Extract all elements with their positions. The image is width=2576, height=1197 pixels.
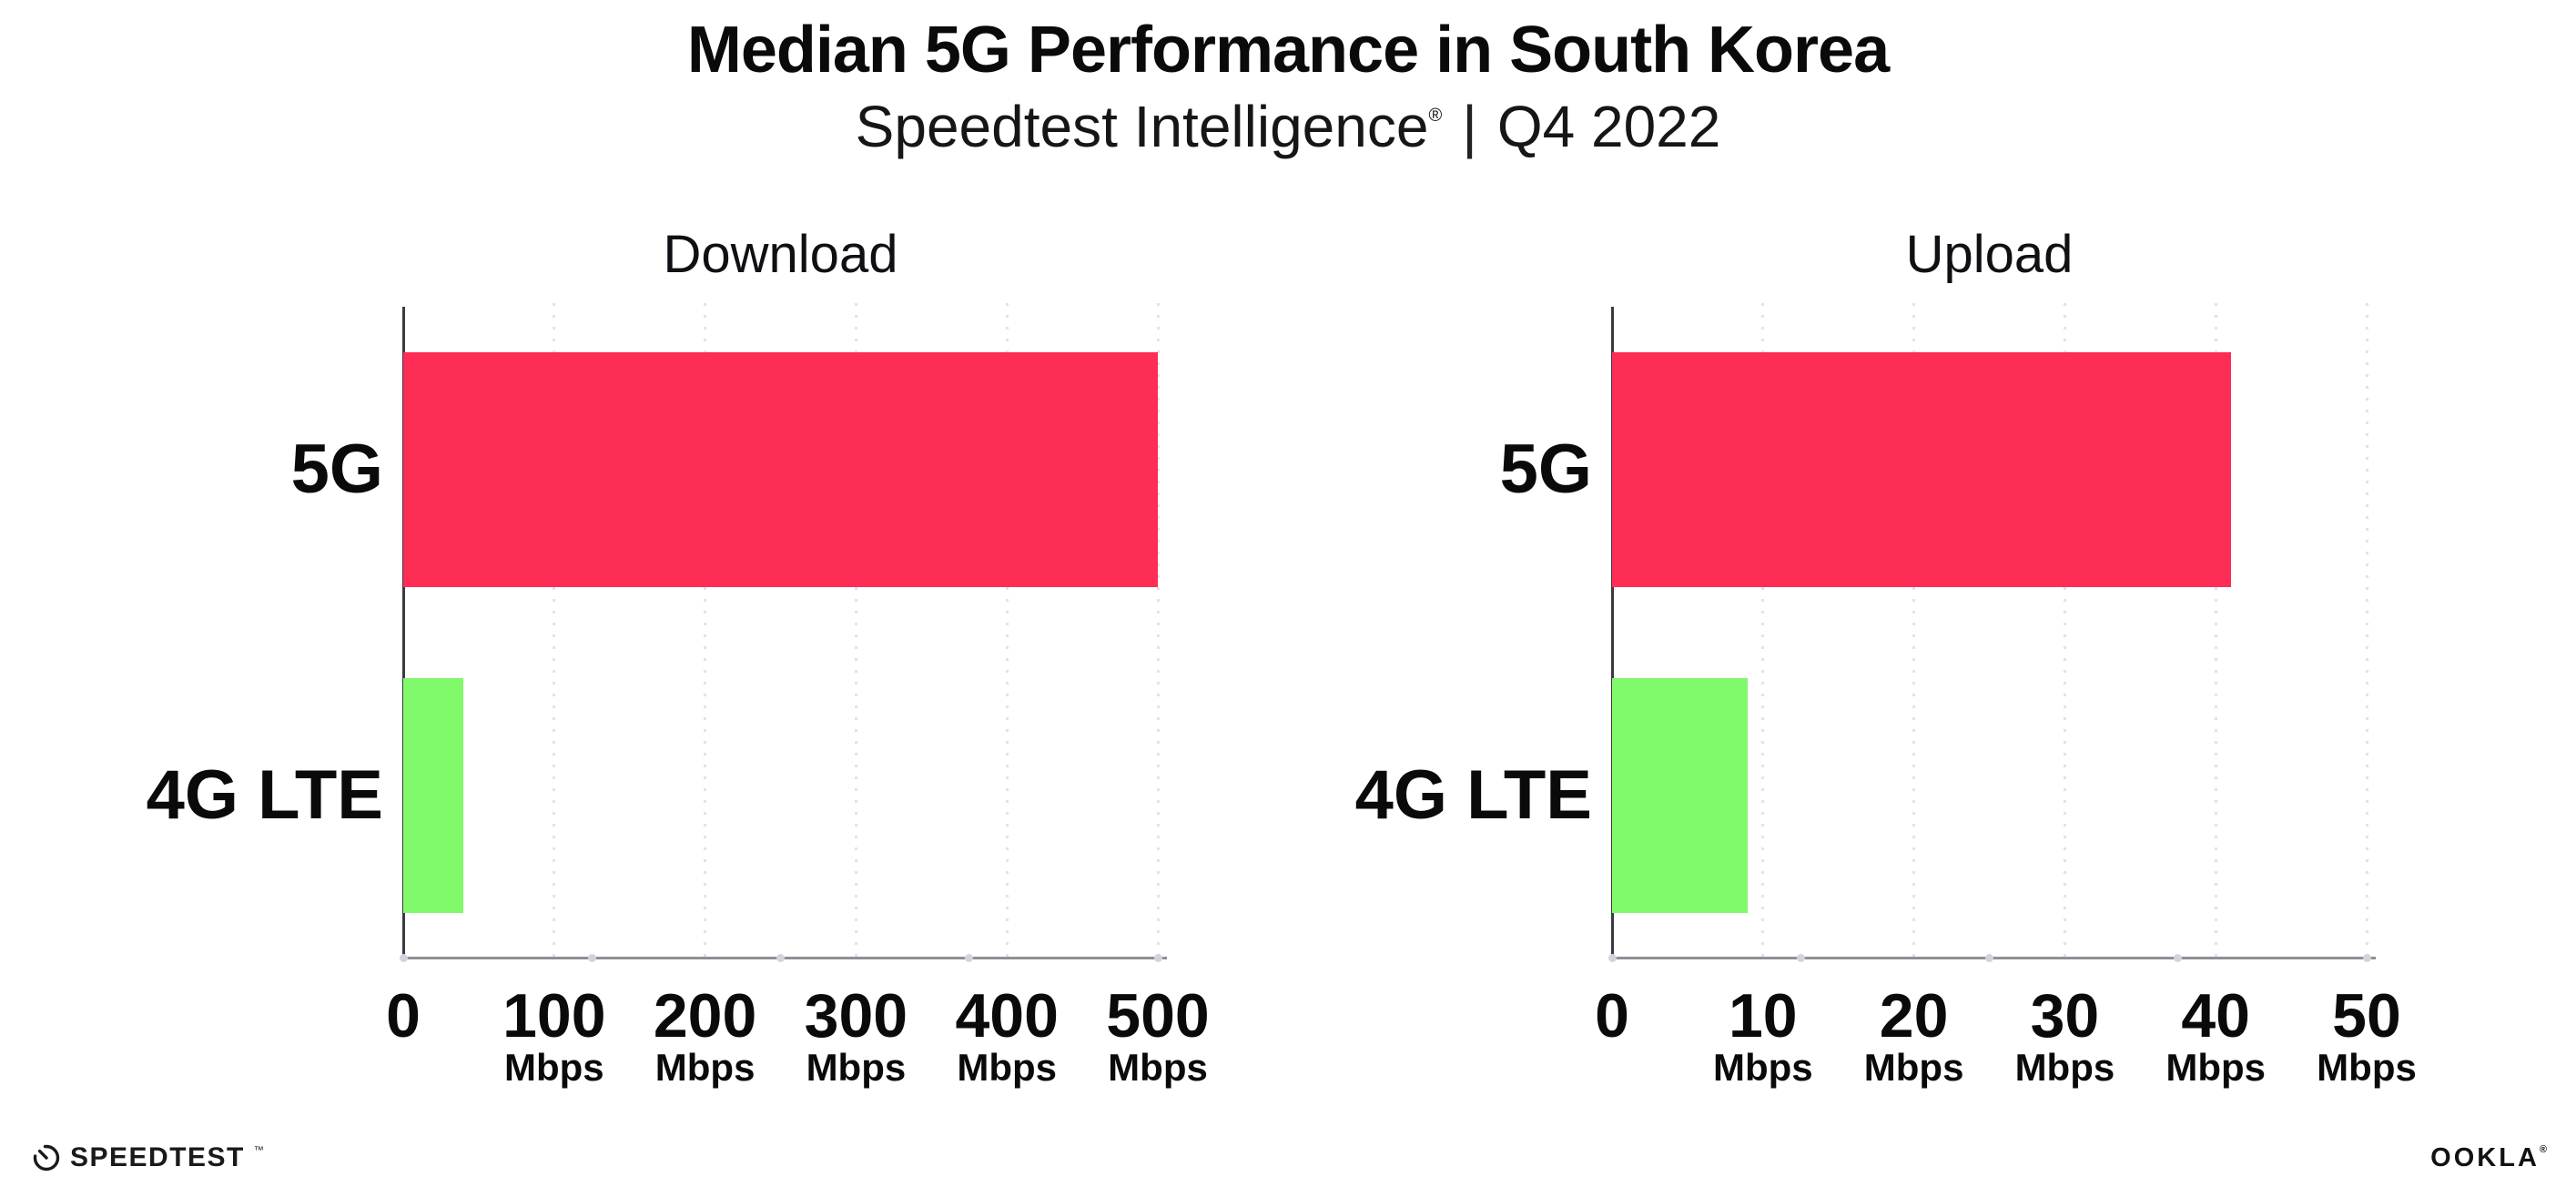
upload-y-axis-line (1611, 307, 1614, 959)
ookla-registered-mark: ® (2539, 1144, 2547, 1156)
download-category-label: 4G LTE (146, 756, 383, 834)
registered-mark: ® (1428, 105, 1443, 126)
page-subtitle: Speedtest Intelligence® | Q4 2022 (0, 93, 2576, 160)
download-grid-line (1156, 303, 1160, 958)
download-y-axis-line (402, 307, 405, 959)
upload-grid-line (2365, 303, 2368, 958)
download-x-tick-unit: Mbps (1108, 1046, 1208, 1089)
download-axis-dot (1153, 954, 1162, 962)
upload-axis-dot (1607, 954, 1617, 962)
upload-grid-line (2214, 303, 2217, 958)
upload-axis-dot (1985, 954, 1993, 962)
speedtest-logo: SPEEDTEST ™ (32, 1140, 264, 1176)
download-axis-dot (965, 954, 974, 962)
download-x-tick-label: 0 (386, 981, 421, 1050)
speedtest-wordmark: SPEEDTEST (70, 1142, 245, 1172)
download-bar-4g-lte (403, 678, 464, 913)
download-grid-line (704, 303, 707, 958)
download-chart-title: Download (663, 225, 898, 284)
download-x-tick-unit: Mbps (503, 1046, 604, 1089)
upload-category-label: 5G (1499, 431, 1592, 508)
download-x-tick-label: 200 (653, 981, 757, 1050)
download-axis-dot (776, 954, 785, 962)
ookla-wordmark: OOKLA (2430, 1143, 2540, 1172)
upload-x-tick-unit: Mbps (2165, 1046, 2267, 1089)
download-grid-line (1005, 303, 1009, 958)
trademark-mark: ™ (253, 1145, 264, 1156)
upload-axis-dot (2362, 954, 2371, 962)
upload-x-tick-label: 0 (1595, 981, 1629, 1050)
upload-category-label: 4G LTE (1354, 756, 1592, 834)
download-x-tick-label: 300 (804, 981, 908, 1050)
upload-axis-dot (2174, 954, 2183, 962)
upload-x-tick-label: 20 (1879, 981, 1949, 1050)
upload-x-tick-unit: Mbps (1863, 1046, 1964, 1089)
download-axis-dot (399, 954, 408, 962)
subtitle-period: Q4 2022 (1496, 94, 1721, 159)
upload-x-tick-label: 30 (2030, 981, 2100, 1050)
upload-x-tick-label: 10 (1728, 981, 1798, 1050)
speedtest-gauge-icon (33, 1144, 60, 1172)
download-x-tick-unit: Mbps (957, 1046, 1058, 1089)
upload-bar-5g (1612, 352, 2231, 587)
page-title: Median 5G Performance in South Korea (686, 14, 1890, 86)
download-grid-line (553, 303, 556, 958)
download-x-tick-label: 500 (1106, 981, 1210, 1050)
upload-grid-line (1912, 303, 1916, 958)
upload-bar-4g-lte (1612, 678, 1749, 913)
upload-x-tick-unit: Mbps (1712, 1046, 1813, 1089)
upload-axis-dot (1796, 954, 1805, 962)
upload-x-tick-unit: Mbps (2317, 1046, 2417, 1089)
download-x-tick-unit: Mbps (806, 1046, 907, 1089)
subtitle-product: Speedtest Intelligence (855, 94, 1429, 159)
download-bar-5g (403, 352, 1158, 587)
upload-grid-line (2063, 303, 2066, 958)
ookla-logo: OOKLA® (2430, 1143, 2547, 1173)
download-grid-line (854, 303, 857, 958)
upload-x-tick-label: 40 (2181, 981, 2250, 1050)
download-axis-dot (587, 954, 596, 962)
download-x-tick-unit: Mbps (654, 1046, 756, 1089)
upload-chart-title: Upload (1905, 225, 2074, 284)
upload-x-tick-label: 50 (2332, 981, 2401, 1050)
download-x-tick-label: 100 (502, 981, 606, 1050)
upload-x-tick-unit: Mbps (2014, 1046, 2115, 1089)
download-x-tick-label: 400 (955, 981, 1059, 1050)
download-category-label: 5G (290, 431, 383, 508)
subtitle-separator: | (1462, 94, 1477, 159)
upload-grid-line (1761, 303, 1765, 958)
